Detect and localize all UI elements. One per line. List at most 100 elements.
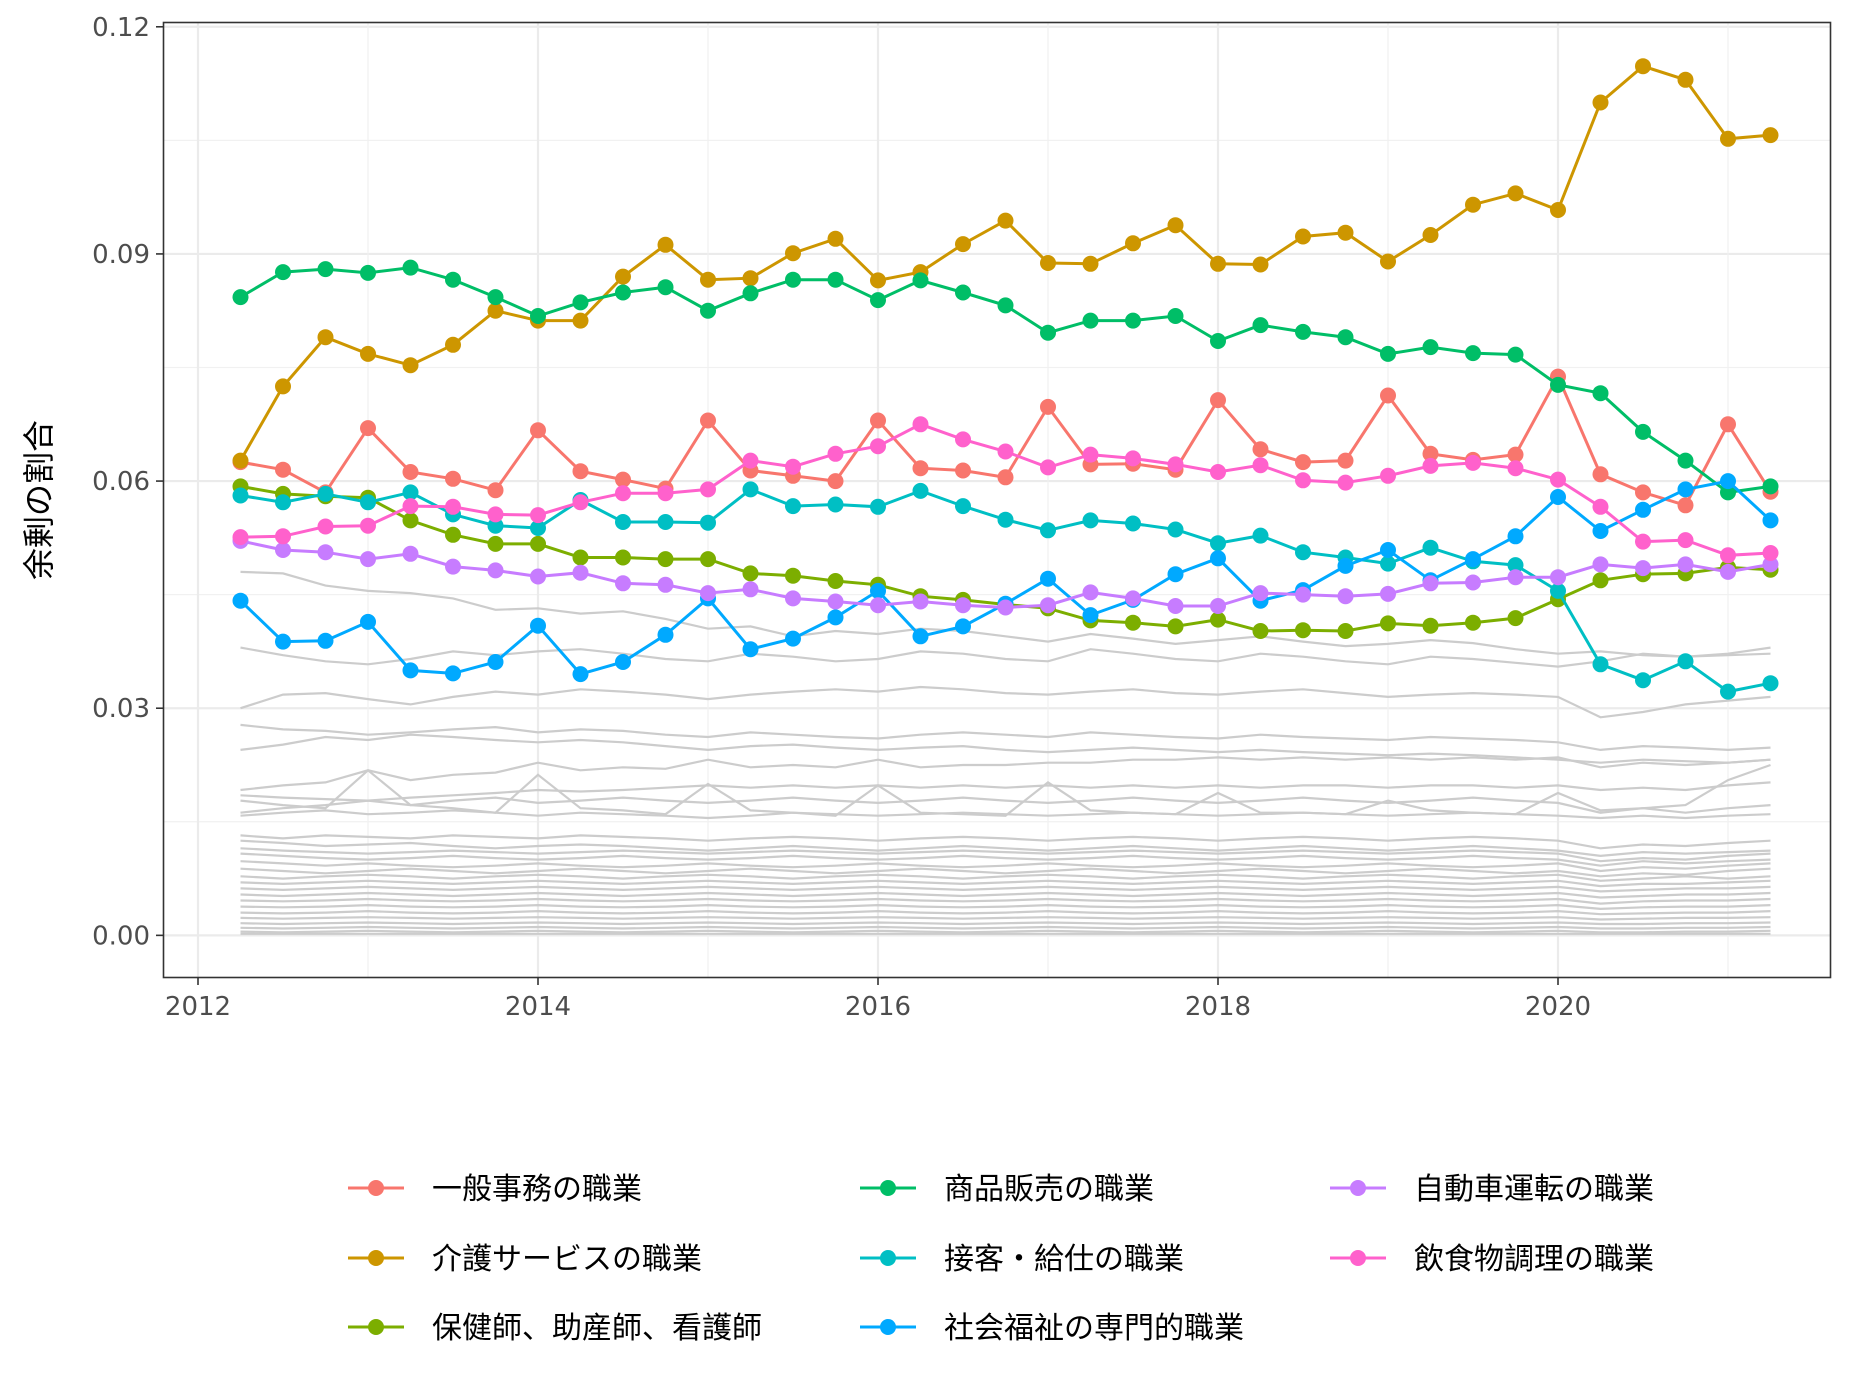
data-point	[700, 302, 716, 319]
background-series-line	[240, 879, 1771, 888]
data-point	[1040, 255, 1056, 271]
background-series-line	[240, 885, 1771, 893]
x-tick-label: 2020	[1525, 992, 1591, 1022]
data-point	[402, 662, 419, 679]
data-point	[1040, 597, 1056, 614]
data-point	[1380, 387, 1396, 404]
data-point	[1507, 460, 1524, 477]
data-point	[1040, 570, 1056, 587]
data-point	[912, 482, 929, 499]
data-point	[955, 462, 971, 479]
data-point	[1082, 584, 1099, 601]
data-point	[530, 568, 546, 585]
data-point	[615, 514, 631, 530]
data-point	[1762, 556, 1779, 573]
data-point	[1040, 522, 1056, 539]
data-point	[1592, 498, 1609, 515]
background-series-line	[240, 685, 1771, 719]
legend-item: 介護サービスの職業	[348, 1242, 702, 1277]
legend-key-point	[880, 1319, 896, 1335]
data-point	[1720, 563, 1736, 580]
data-point	[785, 498, 801, 515]
data-point	[445, 271, 461, 288]
data-point	[1762, 675, 1779, 692]
data-point	[1125, 590, 1141, 607]
data-point	[1210, 392, 1226, 409]
data-point	[1167, 217, 1184, 234]
data-point	[955, 431, 971, 448]
data-point	[1295, 622, 1311, 639]
legend-label: 自動車運転の職業	[1414, 1172, 1654, 1207]
background-series-line	[240, 921, 1771, 926]
data-point	[1465, 551, 1481, 568]
series-2	[232, 58, 1779, 469]
data-point	[1252, 441, 1269, 458]
legend-item: 社会福祉の専門的職業	[860, 1311, 1244, 1346]
data-point	[1380, 542, 1396, 558]
data-point	[275, 542, 291, 558]
data-point	[1465, 574, 1481, 591]
data-point	[785, 458, 801, 475]
data-point	[955, 284, 971, 301]
data-point	[1082, 607, 1099, 624]
data-point	[317, 632, 334, 649]
data-point	[1252, 585, 1269, 602]
data-point	[700, 271, 716, 288]
data-point	[1465, 614, 1481, 631]
data-point	[402, 464, 419, 480]
data-point	[1507, 610, 1524, 627]
background-series-line	[240, 723, 1771, 752]
data-point	[1337, 623, 1354, 639]
data-point	[1082, 512, 1099, 529]
data-point	[232, 452, 249, 469]
data-point	[955, 498, 971, 515]
legend-label: 商品販売の職業	[944, 1172, 1154, 1207]
data-point	[1125, 235, 1141, 252]
data-point	[530, 308, 546, 324]
data-point	[615, 549, 631, 566]
data-point	[1507, 569, 1524, 586]
data-point	[487, 562, 504, 579]
data-point	[827, 496, 844, 513]
data-point	[997, 297, 1014, 314]
highlighted-series	[232, 58, 1779, 700]
data-point	[1295, 586, 1311, 603]
legend-item: 一般事務の職業	[348, 1172, 642, 1207]
data-point	[275, 378, 291, 395]
background-series-line	[240, 852, 1771, 867]
data-point	[700, 585, 716, 602]
data-point	[1337, 588, 1354, 605]
legend-key-point	[368, 1180, 384, 1196]
data-point	[955, 236, 971, 253]
data-point	[1762, 478, 1779, 495]
legend-item: 飲食物調理の職業	[1330, 1242, 1654, 1277]
data-point	[360, 517, 376, 534]
x-tick-label: 2018	[1185, 992, 1251, 1022]
data-point	[1720, 484, 1736, 501]
data-point	[487, 289, 504, 306]
data-point	[445, 470, 461, 487]
data-point	[657, 485, 674, 502]
legend-key-point	[368, 1319, 384, 1335]
legend-key-point	[880, 1180, 896, 1196]
data-point	[572, 312, 589, 329]
data-point	[742, 641, 759, 658]
data-point	[870, 438, 886, 455]
data-point	[615, 471, 631, 488]
data-point	[615, 485, 631, 502]
data-point	[827, 573, 844, 589]
data-point	[1252, 527, 1269, 544]
data-point	[1422, 617, 1439, 634]
data-point	[360, 613, 376, 630]
data-point	[997, 212, 1014, 229]
data-point	[1125, 312, 1141, 329]
data-point	[572, 294, 589, 311]
data-point	[317, 518, 334, 535]
y-axis: 0.00 0.03 0.06 0.09 0.12	[92, 13, 164, 951]
data-point	[1550, 202, 1566, 218]
data-point	[275, 264, 291, 281]
data-point	[657, 626, 674, 643]
legend-item: 保健師、助産師、看護師	[348, 1311, 762, 1346]
series-1	[232, 368, 1779, 514]
